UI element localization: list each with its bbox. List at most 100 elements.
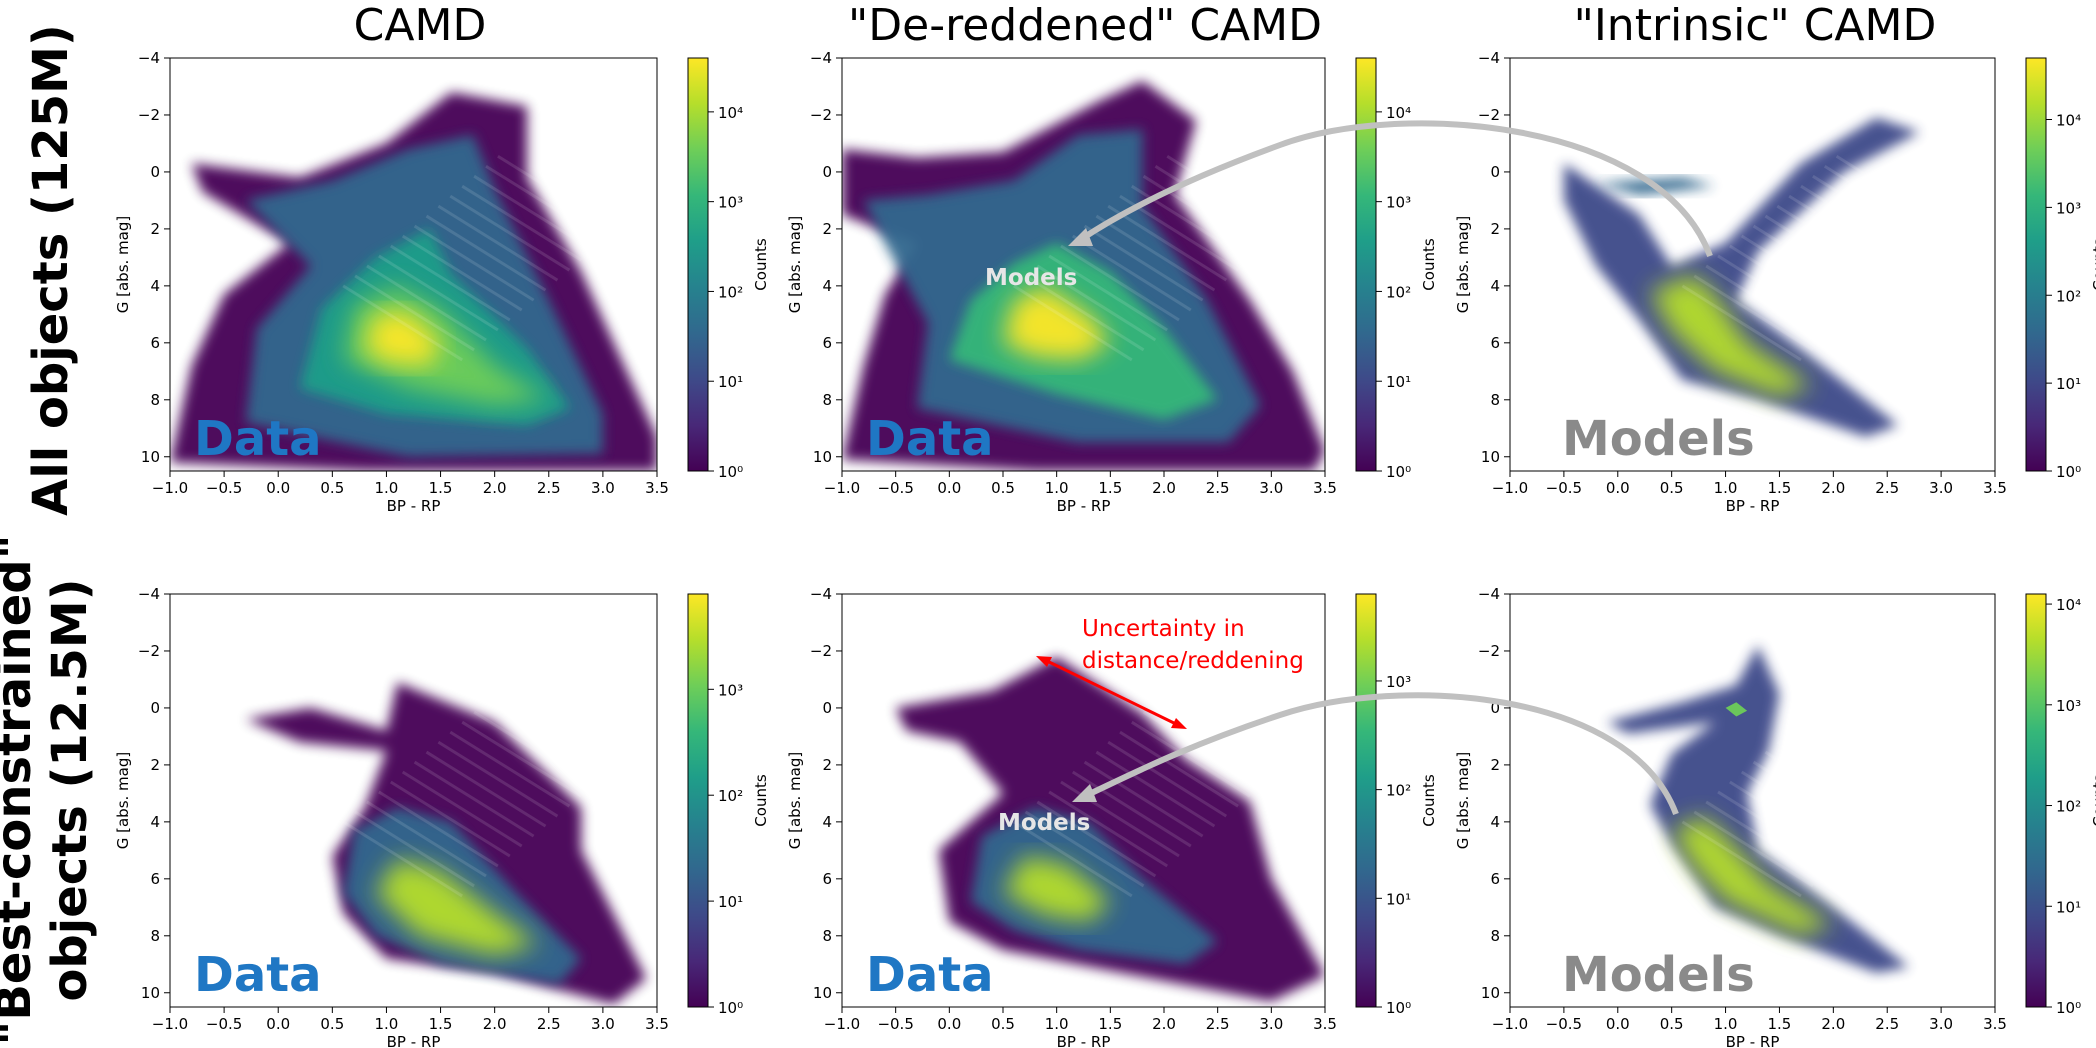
y-tick-label: 0 (822, 699, 832, 717)
colorbar (1355, 593, 1377, 1008)
isochrone-stripe (389, 244, 511, 322)
y-axis-label: G [abs. mag] (1454, 752, 1472, 850)
isochrone-stripe (1083, 760, 1204, 838)
y-tick-label: 0 (150, 699, 160, 717)
plot-frame (841, 593, 1326, 1008)
uncertainty-label-line1: Uncertainty in (1082, 616, 1245, 642)
isochrone-stripe (1776, 204, 1897, 282)
y-tick-label: 2 (1490, 220, 1500, 238)
y-tick-label: 4 (1490, 277, 1500, 295)
density-heatmap (170, 92, 657, 471)
y-tick-label: 6 (150, 334, 160, 352)
panel-r2c1: −1.0 −0.5 0.0 0.5 1.0 1.5 2.0 2.5 3.0 3.5 −4 −2 0 2 4 6… (114, 585, 770, 1048)
isochrone-stripe (1788, 194, 1909, 272)
panel-r1c2: −1.0 −0.5 0.0 0.5 1.0 1.5 2.0 2.5 3.0 3.5 −4 −2 0 2 4 6… (786, 49, 1438, 515)
isochrone-stripe (437, 204, 559, 282)
colorbar-tick-label: 10⁰ (1386, 463, 1411, 481)
data-label: Data (194, 947, 322, 1003)
models-label: Models (1562, 411, 1755, 467)
isochrone-stripe (1166, 154, 1287, 232)
x-tick-label: 1.0 (1714, 1015, 1738, 1033)
plot-frame (1509, 593, 1996, 1008)
x-tick-label: −1.0 (1492, 1015, 1528, 1033)
isochrone-stripe (1681, 284, 1802, 362)
y-axis-label: G [abs. mag] (786, 216, 804, 314)
isochrone-stripe (413, 224, 535, 302)
isochrone-stripe (1717, 790, 1838, 868)
colorbar-tick-label: 10³ (2056, 697, 2081, 715)
y-tick-label: 6 (150, 870, 160, 888)
x-axis-label: BP - RP (387, 497, 441, 515)
data-label: Data (866, 947, 994, 1003)
colorbar-label: Counts (1420, 238, 1438, 291)
isochrone-stripe (366, 800, 487, 878)
density-region-2 (1003, 856, 1111, 922)
panel-r1c1: −1.0 −0.5 0.0 0.5 1.0 1.5 2.0 2.5 3.0 3.5 −4 −2 0 2 4 6… (114, 49, 770, 515)
y-tick-label: 4 (150, 277, 160, 295)
colorbar-tick-label: 10³ (1386, 673, 1411, 691)
x-tick-label: 3.5 (1983, 1015, 2007, 1033)
isochrone-stripe (1812, 174, 1933, 252)
isochrone-stripe (461, 184, 583, 262)
models-label-bottom: Models (998, 810, 1090, 836)
colorbar-tick-label: 10⁴ (718, 104, 743, 122)
y-tick-label: −4 (810, 585, 832, 603)
isochrone-stripe (1835, 154, 1956, 232)
colorbar-tick-label: 10⁴ (2056, 112, 2081, 130)
isochrone-stripe (485, 700, 606, 778)
x-tick-label: −0.5 (877, 1015, 913, 1033)
column-title-dereddened-camd: "De-reddened" CAMD (848, 0, 1322, 51)
y-tick-label: 10 (813, 984, 832, 1002)
models-arrow-top (1078, 120, 1713, 258)
isochrone-stripe (354, 810, 475, 888)
data-label: Data (194, 411, 322, 467)
y-tick-label: 8 (822, 927, 832, 945)
y-tick-label: 4 (150, 813, 160, 831)
uncertainty-arrow (1044, 658, 1179, 727)
colorbar-tick-label: 10² (2056, 798, 2081, 816)
y-tick-label: 0 (1490, 163, 1500, 181)
isochrone-stripe (1764, 750, 1885, 828)
y-tick-label: −4 (810, 49, 832, 67)
isochrone-stripe (1764, 214, 1885, 292)
x-tick-label: −1.0 (152, 1015, 188, 1033)
isochrone-stripe (473, 174, 594, 252)
colorbar (1355, 57, 1377, 472)
plot-area (1510, 58, 1995, 471)
density-region-1 (1650, 274, 1812, 397)
y-tick-label: 6 (822, 870, 832, 888)
isochrone-stripe (1060, 244, 1180, 322)
colorbar-label: Counts (1420, 774, 1438, 827)
colorbar-tick-label: 10¹ (718, 893, 743, 911)
colorbar-tick-label: 10¹ (1386, 890, 1411, 908)
isochrone-stripe (1788, 730, 1909, 808)
x-tick-label: −1.0 (1492, 479, 1528, 497)
isochrone-stripe (1800, 720, 1921, 798)
isochrone-stripe (1071, 770, 1192, 848)
density-region-1 (970, 807, 1218, 965)
isochrone-stripe (1142, 710, 1263, 788)
plot-frame (841, 57, 1326, 472)
y-tick-label: 10 (813, 448, 832, 466)
isochrone-stripe (1681, 820, 1802, 898)
density-region-2 (1725, 702, 1748, 717)
x-tick-label: 1.5 (1768, 1015, 1792, 1033)
row-title-best-constrained-line2: objects (12.5M) (42, 578, 98, 1001)
colorbar-tick-label: 10⁴ (2056, 596, 2081, 614)
isochrone-stripe (473, 710, 594, 788)
x-tick-label: 3.0 (591, 1015, 615, 1033)
isochrone-stripe (1036, 264, 1157, 342)
x-tick-label: 3.5 (1313, 479, 1337, 497)
x-tick-label: 3.0 (591, 479, 615, 497)
isochrone-stripe (1752, 224, 1873, 302)
x-tick-label: 2.0 (1821, 479, 1845, 497)
colorbar (687, 593, 709, 1008)
y-tick-label: 2 (150, 220, 160, 238)
isochrone-stripe (449, 730, 571, 808)
y-tick-label: 4 (1490, 813, 1500, 831)
models-arrow-bottom (1083, 692, 1679, 816)
x-axis-label: BP - RP (387, 1033, 441, 1048)
y-tick-label: −4 (138, 585, 160, 603)
isochrone-stripe (1024, 810, 1145, 888)
colorbar-tick-label: 10¹ (718, 373, 743, 391)
